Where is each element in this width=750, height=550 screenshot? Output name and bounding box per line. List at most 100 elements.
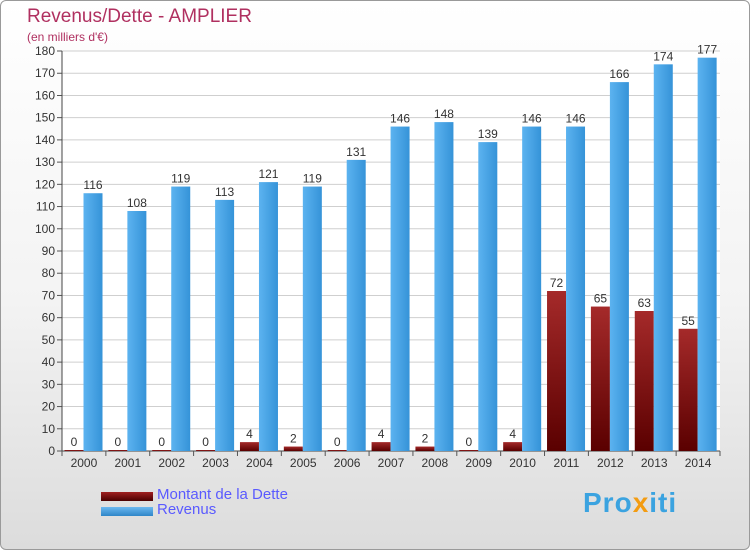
bar-revenus [478, 142, 498, 451]
legend-swatch-revenus [101, 507, 153, 516]
data-label-revenus: 146 [522, 112, 542, 126]
bar-dette [152, 450, 172, 451]
data-label-revenus: 119 [303, 172, 322, 186]
y-tick-label: 100 [35, 222, 55, 236]
data-label-dette: 65 [594, 292, 608, 306]
bar-revenus [127, 211, 147, 451]
data-label-revenus: 113 [215, 185, 234, 199]
data-label-revenus: 121 [258, 167, 278, 181]
data-label-dette: 0 [202, 435, 209, 449]
data-label-revenus: 139 [478, 127, 498, 141]
y-tick-label: 90 [42, 244, 56, 258]
bar-dette [547, 291, 567, 451]
bar-dette [64, 450, 84, 451]
x-tick-label: 2000 [71, 456, 98, 470]
data-label-revenus: 146 [566, 112, 586, 126]
bar-revenus [390, 126, 410, 452]
bar-revenus [83, 193, 103, 451]
legend-label-dette: Montant de la Dette [157, 486, 288, 503]
bar-dette [283, 446, 303, 451]
y-tick-label: 30 [42, 377, 56, 391]
x-tick-label: 2002 [158, 456, 185, 470]
data-label-revenus: 146 [390, 112, 410, 126]
bar-revenus [434, 122, 454, 451]
bar-dette [590, 306, 610, 451]
x-tick-label: 2001 [114, 456, 141, 470]
x-tick-label: 2006 [334, 456, 361, 470]
data-label-revenus: 166 [609, 67, 629, 81]
x-tick-label: 2014 [685, 456, 712, 470]
bar-revenus [258, 182, 278, 451]
x-tick-label: 2012 [597, 456, 624, 470]
bar-revenus [566, 126, 586, 452]
legend-swatch-dette [101, 492, 153, 501]
x-tick-label: 2013 [641, 456, 668, 470]
bar-dette [108, 450, 128, 451]
bar-dette [678, 328, 698, 451]
bar-revenus [215, 199, 235, 451]
y-tick-label: 70 [42, 288, 56, 302]
y-tick-label: 130 [35, 155, 55, 169]
x-tick-label: 2009 [465, 456, 492, 470]
x-tick-label: 2007 [378, 456, 405, 470]
data-label-revenus: 131 [346, 145, 366, 159]
bar-dette [239, 442, 259, 451]
data-label-dette: 4 [378, 427, 385, 441]
bar-dette [503, 442, 523, 451]
bar-revenus [653, 64, 673, 452]
x-tick-label: 2011 [554, 456, 580, 470]
bar-revenus [697, 57, 717, 452]
proxiti-logo: Proxiti [583, 487, 678, 518]
data-label-dette: 2 [422, 432, 429, 446]
y-tick-label: 110 [36, 200, 55, 214]
data-label-revenus: 174 [653, 49, 673, 63]
y-tick-label: 180 [35, 44, 55, 58]
data-label-dette: 2 [290, 432, 297, 446]
y-tick-label: 60 [42, 311, 56, 325]
y-tick-label: 160 [35, 88, 55, 102]
bar-dette [371, 442, 391, 451]
chart-title: Revenus/Dette - AMPLIER [27, 6, 252, 27]
y-tick-label: 10 [42, 422, 56, 436]
bar-dette [415, 446, 435, 451]
y-tick-label: 140 [35, 133, 55, 147]
y-tick-label: 120 [35, 177, 55, 191]
data-label-dette: 0 [465, 435, 472, 449]
data-label-revenus: 177 [697, 43, 717, 57]
x-tick-label: 2004 [246, 456, 273, 470]
y-tick-label: 80 [42, 266, 56, 280]
bar-revenus [302, 186, 322, 452]
data-label-dette: 63 [638, 296, 652, 310]
y-tick-label: 0 [48, 444, 55, 458]
bar-revenus [609, 82, 629, 451]
y-tick-label: 150 [35, 111, 55, 125]
data-label-revenus: 108 [127, 196, 147, 210]
data-label-dette: 4 [246, 427, 253, 441]
data-label-dette: 55 [681, 314, 695, 328]
data-label-dette: 72 [550, 276, 564, 290]
legend-label-revenus: Revenus [157, 501, 217, 518]
data-label-dette: 0 [71, 435, 78, 449]
data-label-dette: 0 [158, 435, 165, 449]
chart-unit-label: (en milliers d'€) [27, 30, 108, 44]
y-tick-label: 50 [42, 333, 56, 347]
bar-revenus [171, 186, 191, 452]
data-label-revenus: 148 [434, 107, 454, 121]
y-tick-label: 40 [42, 355, 56, 369]
bar-dette [634, 311, 654, 451]
x-tick-label: 2010 [509, 456, 536, 470]
data-label-dette: 0 [115, 435, 122, 449]
bar-dette [196, 450, 216, 451]
x-tick-label: 2003 [202, 456, 229, 470]
data-label-revenus: 116 [83, 178, 102, 192]
data-label-dette: 4 [509, 427, 516, 441]
y-tick-label: 20 [42, 400, 56, 414]
bar-dette [459, 450, 479, 451]
x-tick-label: 2005 [290, 456, 317, 470]
bar-revenus [346, 159, 366, 451]
y-tick-label: 170 [35, 66, 55, 80]
data-label-revenus: 119 [171, 172, 190, 186]
bar-dette [327, 450, 347, 451]
